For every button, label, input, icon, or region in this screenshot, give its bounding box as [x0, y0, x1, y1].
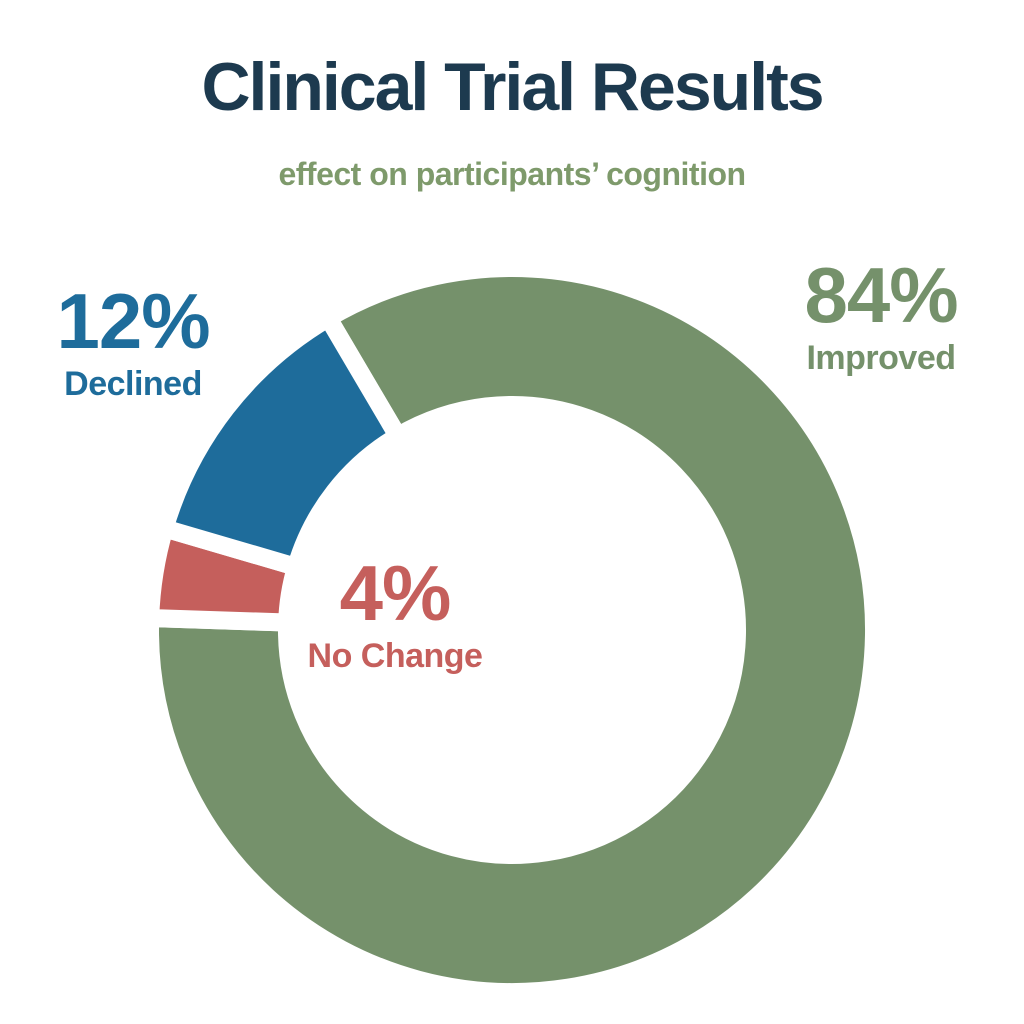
no-change-category: No Change: [307, 637, 483, 676]
improved-category: Improved: [806, 339, 956, 378]
declined-percentage: 12%: [56, 277, 210, 365]
label-declined: 12% Declined: [13, 277, 253, 404]
donut-slice-improved: [141, 259, 883, 1001]
label-no-change: 4% No Change: [275, 549, 515, 676]
no-change-percentage: 4%: [339, 549, 452, 637]
label-improved: 84% Improved: [761, 251, 1001, 378]
declined-category: Declined: [64, 365, 202, 404]
donut-slice-declined: [155, 309, 407, 576]
chart-title: Clinical Trial Results: [201, 49, 824, 125]
chart-subtitle: effect on participants’ cognition: [278, 156, 746, 192]
improved-percentage: 84%: [804, 251, 958, 339]
